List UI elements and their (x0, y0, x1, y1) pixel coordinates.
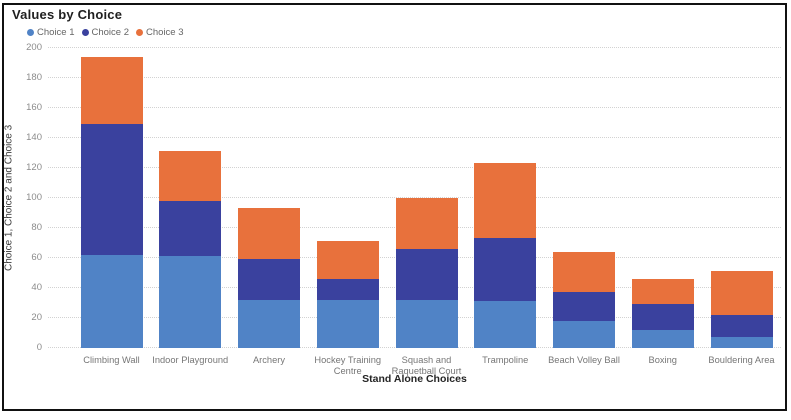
gridline-200 (48, 47, 781, 48)
bar-segment-choice-1-5[interactable] (474, 301, 537, 348)
bar-segment-choice-1-3[interactable] (316, 299, 379, 348)
y-tick-label-140: 140 (26, 131, 42, 143)
bar-segment-choice-1-2[interactable] (238, 299, 300, 348)
legend-item-label: Choice 2 (91, 26, 130, 38)
legend-item-choice-2[interactable]: Choice 2 (81, 26, 130, 38)
legend-item-choice-1[interactable]: Choice 1 (27, 27, 75, 38)
bar-segment-choice-1-7[interactable] (631, 329, 694, 348)
x-tick-label-0: Climbing Wall (83, 355, 140, 365)
bar-segment-choice-2-4[interactable] (395, 248, 458, 300)
x-tick-label-8: Bouldering Area (708, 355, 775, 365)
bar-segment-choice-1-6[interactable] (553, 320, 615, 348)
x-tick-label-6: Beach Volley Ball (548, 355, 620, 365)
bar-segment-choice-1-1[interactable] (159, 256, 222, 348)
bar-segment-choice-2-5[interactable] (474, 238, 537, 301)
bar-segment-choice-3-5[interactable] (474, 163, 537, 238)
y-tick-label-40: 40 (31, 281, 42, 293)
chart-title: Values by Choice (12, 7, 123, 22)
y-tick-label-20: 20 (31, 311, 42, 323)
y-tick-label-80: 80 (31, 221, 42, 233)
bar-segment-choice-1-8[interactable] (710, 337, 773, 348)
y-tick-label-200: 200 (26, 41, 42, 53)
y-tick-label-180: 180 (26, 71, 42, 83)
bar-segment-choice-2-1[interactable] (159, 200, 222, 256)
bar-segment-choice-2-0[interactable] (80, 124, 143, 255)
bar-segment-choice-3-1[interactable] (159, 151, 222, 201)
legend-dot-icon (136, 28, 143, 36)
bar-segment-choice-2-7[interactable] (631, 304, 694, 330)
x-tick-label-2: Archery (252, 355, 286, 365)
bar-segment-choice-1-0[interactable] (80, 254, 143, 348)
y-tick-label-100: 100 (26, 191, 42, 203)
legend: Choice 1 Choice 2 Choice 3 (27, 25, 191, 39)
legend-dot-icon (27, 28, 34, 36)
bar-segment-choice-3-2[interactable] (238, 208, 300, 259)
gridline-160 (48, 107, 781, 108)
bar-segment-choice-3-7[interactable] (631, 278, 694, 304)
x-axis-title: Stand Alone Choices (362, 373, 467, 385)
y-tick-label-160: 160 (26, 101, 42, 113)
bar-segment-choice-2-8[interactable] (710, 314, 773, 337)
legend-dot-icon (81, 28, 89, 36)
x-tick-label-3: Hockey Training Centre (314, 355, 382, 376)
bar-segment-choice-3-6[interactable] (553, 251, 615, 292)
legend-item-label: Choice 1 (37, 26, 75, 38)
gridline-180 (48, 77, 781, 78)
y-tick-label-0: 0 (36, 341, 42, 353)
x-tick-label-5: Trampoline (482, 355, 529, 365)
bar-segment-choice-1-4[interactable] (395, 299, 458, 348)
x-tick-label-4: Squash and Raquetball Court (391, 355, 462, 376)
bar-segment-choice-3-8[interactable] (710, 271, 773, 315)
bar-segment-choice-3-3[interactable] (316, 241, 379, 279)
x-tick-label-7: Boxing (648, 355, 677, 365)
gridline-140 (48, 137, 781, 138)
bar-segment-choice-3-0[interactable] (80, 56, 143, 124)
bar-segment-choice-2-3[interactable] (316, 278, 379, 300)
legend-item-label: Choice 3 (146, 26, 184, 38)
y-tick-label-120: 120 (26, 161, 42, 173)
legend-item-choice-3[interactable]: Choice 3 (136, 27, 184, 38)
bar-segment-choice-2-6[interactable] (553, 292, 615, 321)
bar-segment-choice-3-4[interactable] (395, 197, 458, 249)
gridline-0 (48, 347, 781, 348)
y-tick-label-60: 60 (31, 251, 42, 263)
x-tick-label-1: Indoor Playground (152, 355, 229, 365)
bar-segment-choice-2-2[interactable] (238, 259, 300, 300)
gridline-120 (48, 167, 781, 168)
